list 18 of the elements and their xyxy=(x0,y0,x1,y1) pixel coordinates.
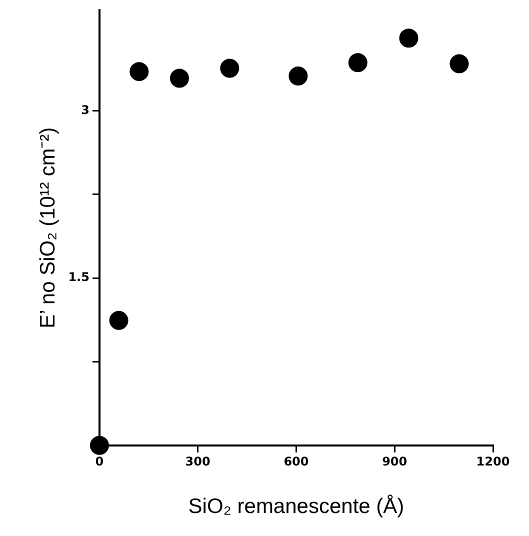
point xyxy=(130,62,149,82)
point xyxy=(109,310,128,330)
point xyxy=(90,436,109,455)
x-tick-label: 900 xyxy=(382,454,408,469)
point xyxy=(220,58,240,78)
point xyxy=(288,66,308,86)
point xyxy=(348,53,368,72)
point xyxy=(399,28,418,48)
y-tick-label: 3 xyxy=(81,102,90,117)
y-tick-label: 1.5 xyxy=(68,270,90,284)
x-tick-label: 600 xyxy=(284,454,309,469)
x-tick-label: 0 xyxy=(95,454,104,469)
point xyxy=(450,54,469,74)
point xyxy=(170,68,189,88)
y-axis-title: E’ no SiO₂ (10¹² cm⁻²) xyxy=(36,127,60,328)
x-tick-label: 1200 xyxy=(476,454,510,469)
x-tick-label: 300 xyxy=(185,454,210,469)
x-axis-title: SiO₂ remanescente (Å) xyxy=(188,494,404,518)
